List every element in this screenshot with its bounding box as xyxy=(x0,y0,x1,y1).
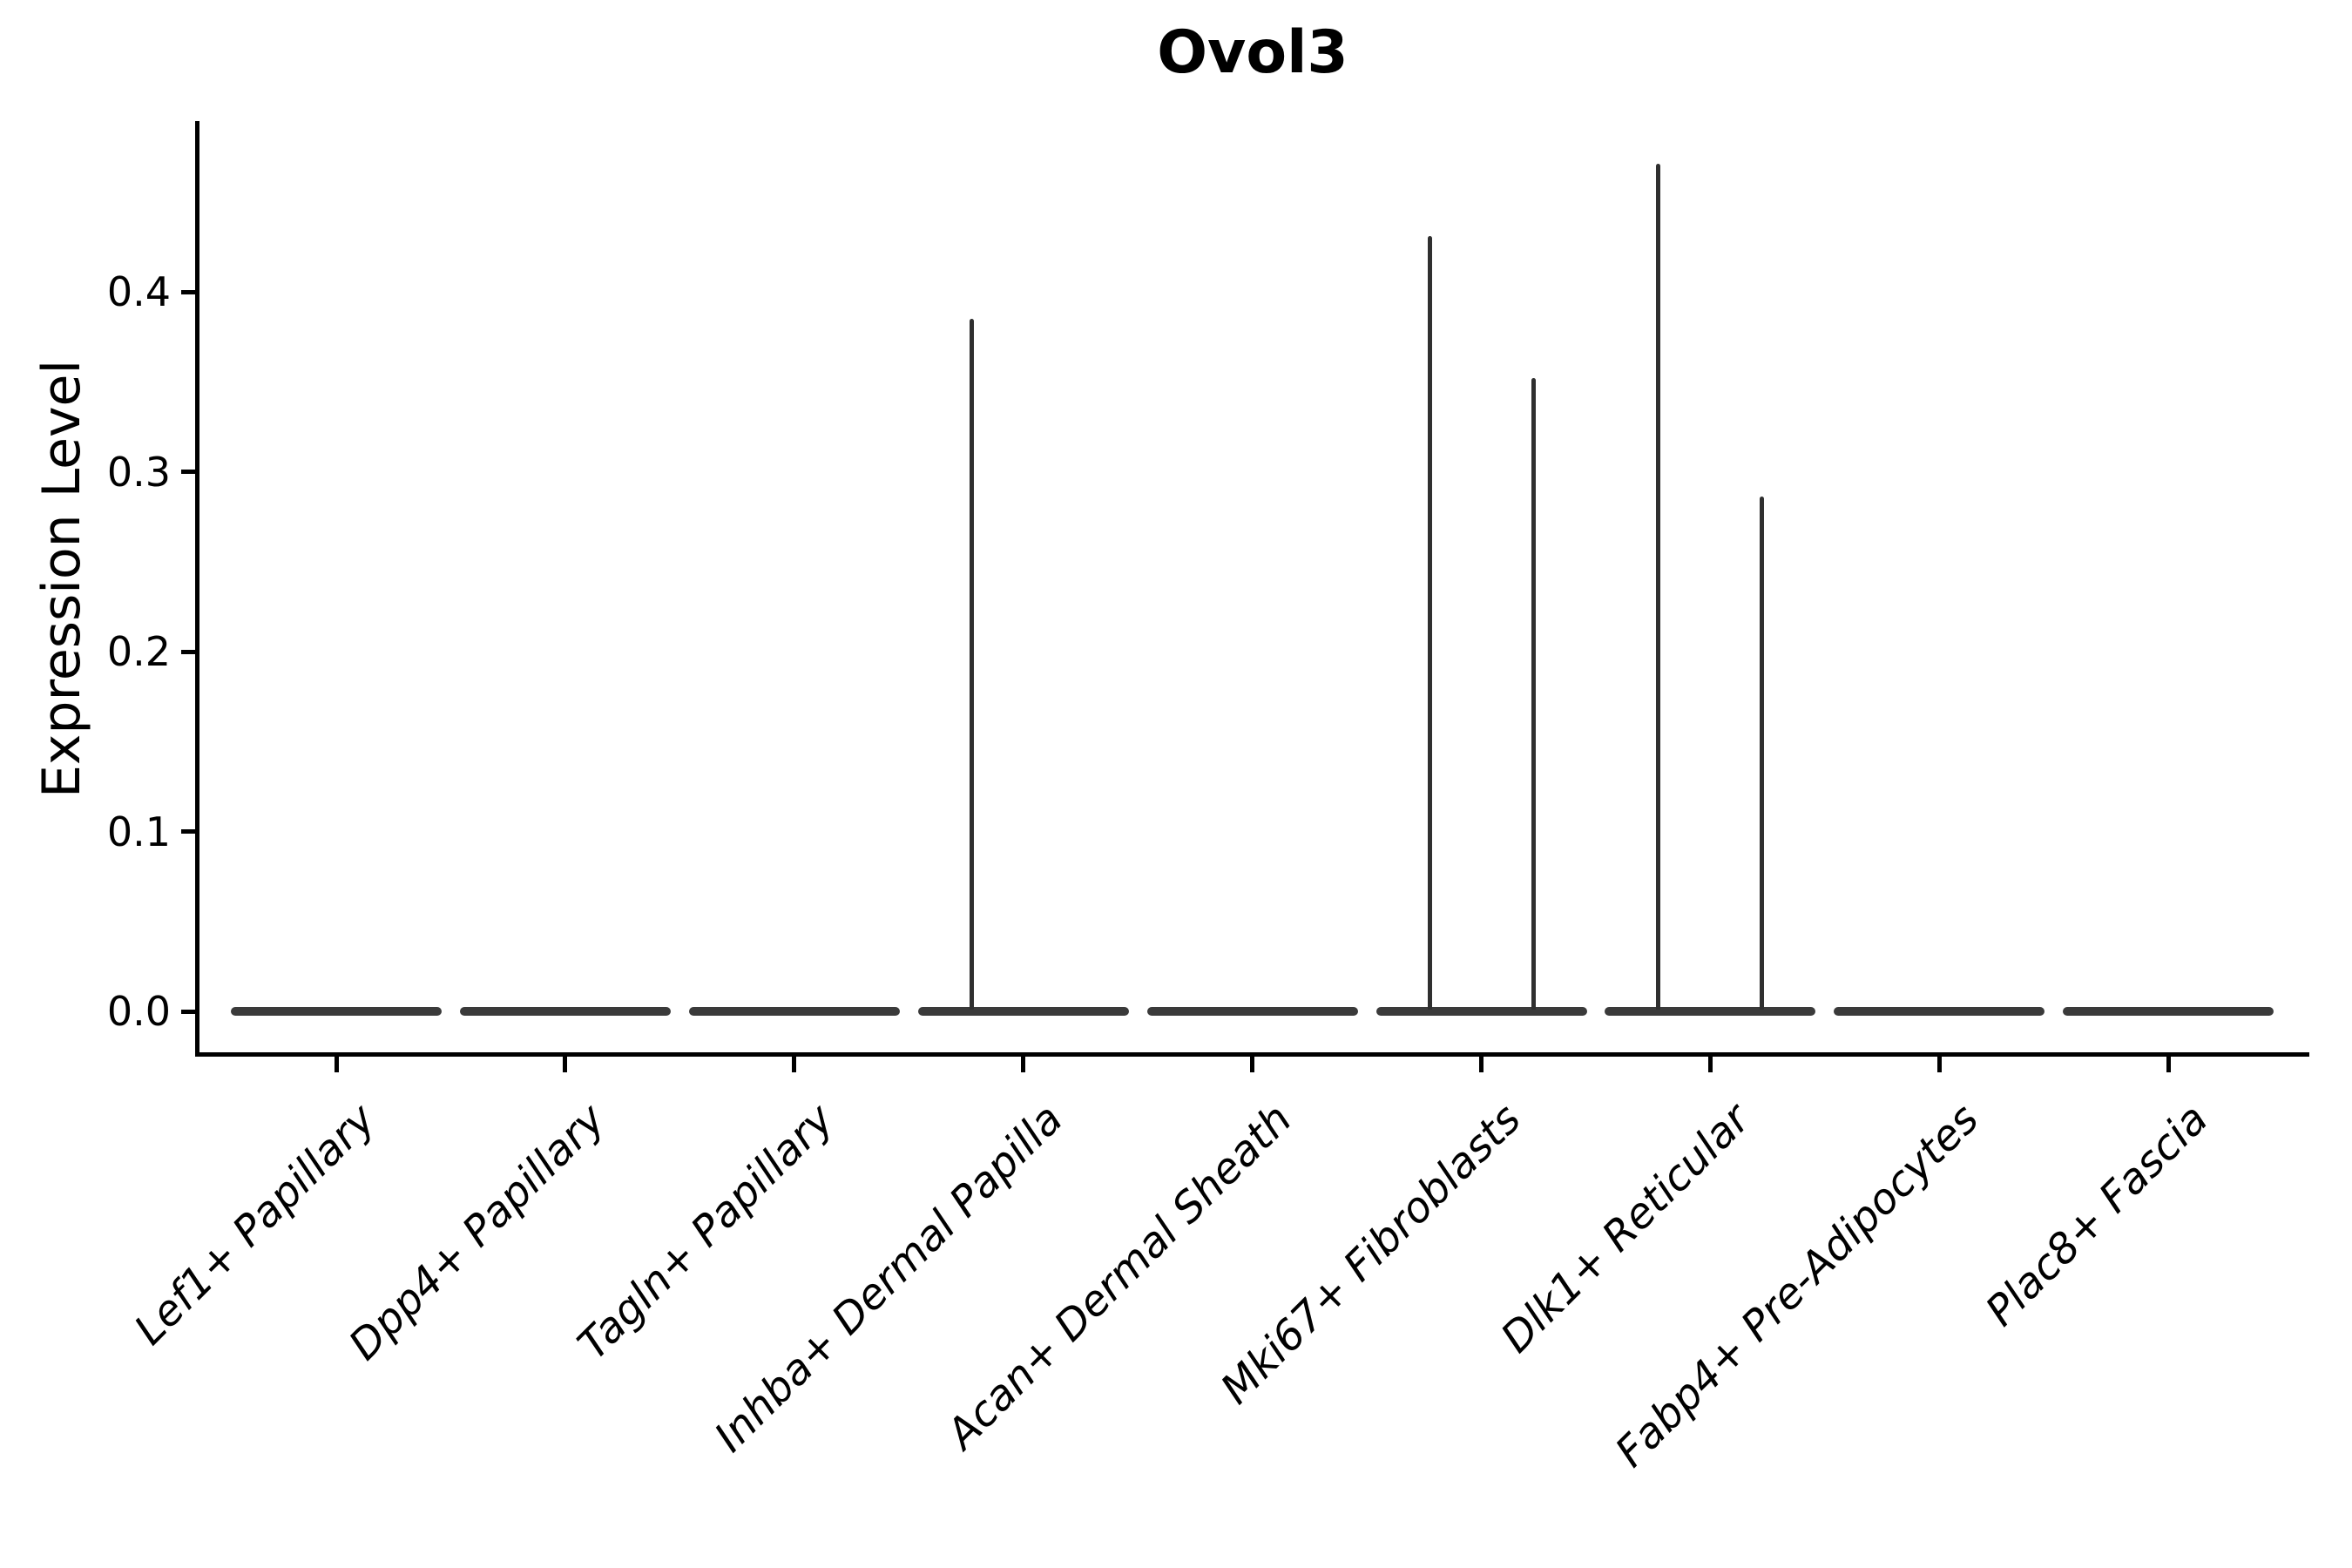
x-tick-label: Plac8+ Fascia xyxy=(1976,1094,2218,1336)
x-tick xyxy=(334,1057,339,1072)
chart-title: Ovol3 xyxy=(1157,18,1348,87)
x-tick xyxy=(792,1057,797,1072)
violin-bar xyxy=(1146,1007,1358,1016)
violin-spike xyxy=(1427,235,1432,1010)
x-tick-label: Lef1+ Papillary xyxy=(125,1094,386,1355)
y-tick xyxy=(181,289,196,294)
y-tick-label: 0.4 xyxy=(106,268,171,315)
y-axis-spine xyxy=(195,121,199,1056)
y-tick-label: 0.1 xyxy=(106,808,171,855)
y-tick xyxy=(181,649,196,654)
y-tick xyxy=(181,829,196,834)
y-tick-label: 0.3 xyxy=(106,448,171,496)
violin-bar xyxy=(2063,1007,2274,1016)
x-tick xyxy=(1250,1057,1255,1072)
violin-bar xyxy=(1375,1007,1587,1016)
violin-bar xyxy=(1834,1007,2045,1016)
y-tick xyxy=(181,1009,196,1014)
y-tick-label: 0.2 xyxy=(106,628,171,675)
x-tick-label: Dpp4+ Papillary xyxy=(339,1094,615,1370)
x-tick xyxy=(1707,1057,1713,1072)
violin-bar xyxy=(231,1007,442,1016)
x-tick xyxy=(2166,1057,2171,1072)
x-tick-label: Tagln+ Papillary xyxy=(568,1094,843,1369)
x-tick xyxy=(1936,1057,1942,1072)
x-tick-label: Fabp4+ Pre-Adipocytes xyxy=(1605,1094,1989,1477)
x-tick xyxy=(1021,1057,1026,1072)
violin-spike xyxy=(1656,164,1661,1010)
violin-bar xyxy=(688,1007,900,1016)
violin-bar xyxy=(1605,1007,1816,1016)
violin-bar xyxy=(917,1007,1129,1016)
violin-bar xyxy=(459,1007,671,1016)
x-tick xyxy=(1479,1057,1484,1072)
violin-spike xyxy=(1531,378,1536,1010)
violin-spike xyxy=(1760,497,1765,1010)
x-tick xyxy=(563,1057,568,1072)
y-tick-label: 0.0 xyxy=(106,988,171,1035)
y-tick xyxy=(181,470,196,474)
x-axis-spine xyxy=(195,1052,2309,1057)
violin-spike xyxy=(969,318,974,1010)
x-tick-label: Dlk1+ Reticular xyxy=(1491,1094,1760,1362)
y-axis-label: Expression Level xyxy=(31,359,92,798)
